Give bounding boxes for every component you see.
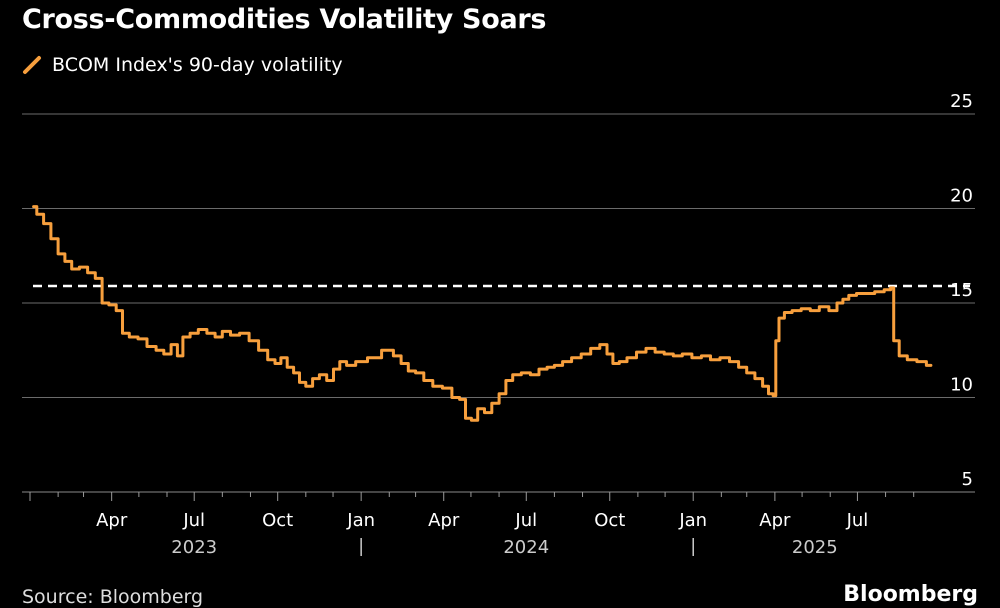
y-tick-label: 15 (950, 280, 973, 301)
chart-title: Cross-Commodities Volatility Soars (22, 4, 547, 35)
year-label: 2023 (171, 537, 217, 558)
grid-lines (22, 113, 975, 493)
y-tick-label: 25 (950, 91, 973, 112)
x-axis: Apr Jul Oct Jan Apr Jul Oct Jan Apr Jul 2023 2024 20… (29, 492, 915, 558)
x-tick-label: Apr (759, 510, 791, 531)
x-tick-label: Apr (96, 510, 128, 531)
y-tick-label: 10 (950, 375, 973, 396)
brand-logo: Bloomberg (843, 582, 978, 607)
x-tick-label: Oct (594, 510, 625, 531)
legend-line-icon (23, 56, 41, 74)
series-line (32, 205, 933, 422)
x-tick-label: Apr (428, 510, 460, 531)
legend: BCOM Index's 90-day volatility (22, 54, 343, 76)
source-note: Source: Bloomberg (22, 586, 204, 608)
x-tick-label: Jul (182, 510, 205, 531)
x-tick-label: Jan (346, 510, 375, 531)
y-tick-label: 20 (950, 186, 973, 207)
x-tick-label: Jul (846, 510, 869, 531)
series-group (32, 205, 933, 422)
legend-label: BCOM Index's 90-day volatility (52, 54, 343, 76)
year-label: 2024 (503, 537, 549, 558)
x-tick-label: Jan (678, 510, 707, 531)
y-tick-label: 5 (962, 469, 973, 490)
x-tick-label: Jul (514, 510, 537, 531)
x-tick-label: Oct (262, 510, 293, 531)
year-label: 2025 (792, 537, 838, 558)
y-axis-ticks: 5 10 15 20 25 (950, 91, 973, 490)
